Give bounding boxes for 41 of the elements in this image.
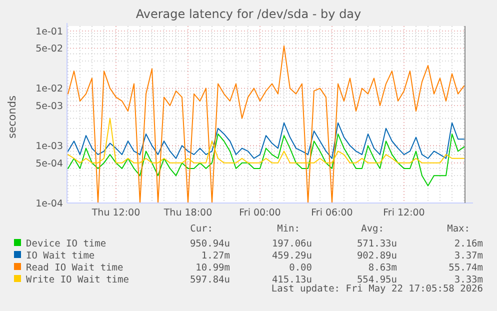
x-tick-label: Thu 18:00 bbox=[162, 207, 212, 218]
y-tick-label: 1e-04 bbox=[36, 198, 63, 210]
text: 415.13u bbox=[272, 274, 312, 286]
text: Last update: Fri May 22 17:05:58 2026 bbox=[271, 283, 484, 294]
text: 55.74m bbox=[448, 262, 484, 274]
text: 3.37m bbox=[454, 250, 484, 262]
legend-label: Device IO time bbox=[26, 238, 106, 250]
text: 0.00 bbox=[289, 262, 312, 274]
text: 197.06u bbox=[272, 238, 312, 250]
chart-title: Average latency for /dev/sda - by day bbox=[136, 7, 362, 22]
y-tick-label: 1e-03 bbox=[36, 140, 63, 152]
text: Min: bbox=[277, 223, 300, 234]
y-tick-label: 5e-03 bbox=[36, 100, 63, 112]
text: 459.29u bbox=[272, 250, 312, 262]
legend-label: IO Wait time bbox=[26, 250, 95, 262]
text: 2.16m bbox=[454, 238, 484, 250]
text: Avg: bbox=[361, 223, 384, 234]
line-series bbox=[68, 45, 464, 204]
text: Cur: bbox=[190, 223, 213, 234]
text: 10.99m bbox=[196, 262, 230, 274]
legend-label: Read IO Wait time bbox=[26, 262, 124, 274]
text: 554.95u bbox=[356, 274, 397, 286]
y-tick-label: 1e-02 bbox=[36, 84, 63, 95]
legend-label: Write IO Wait time bbox=[26, 274, 130, 286]
y-tick-label: 5e-04 bbox=[36, 158, 63, 170]
y-axis-title: seconds bbox=[6, 96, 19, 138]
y-tick-label: 1e-01 bbox=[36, 26, 63, 38]
text: 597.84u bbox=[190, 274, 230, 286]
x-tick-label: Thu 12:00 bbox=[90, 207, 140, 218]
x-tick-label: Fri 00:00 bbox=[239, 207, 281, 218]
x-tick-label: Fri 12:00 bbox=[383, 207, 425, 218]
line-series bbox=[68, 133, 464, 186]
text: 8.63m bbox=[368, 262, 398, 274]
text: 902.89u bbox=[356, 250, 397, 262]
text: 3.33m bbox=[454, 274, 484, 286]
x-tick-label: Fri 06:00 bbox=[311, 207, 353, 218]
text: 571.33u bbox=[356, 238, 397, 250]
y-tick-label: 5e-02 bbox=[36, 44, 63, 55]
text: Max: bbox=[447, 223, 470, 234]
text: 1.27m bbox=[201, 250, 230, 262]
text: 950.94u bbox=[190, 238, 230, 250]
